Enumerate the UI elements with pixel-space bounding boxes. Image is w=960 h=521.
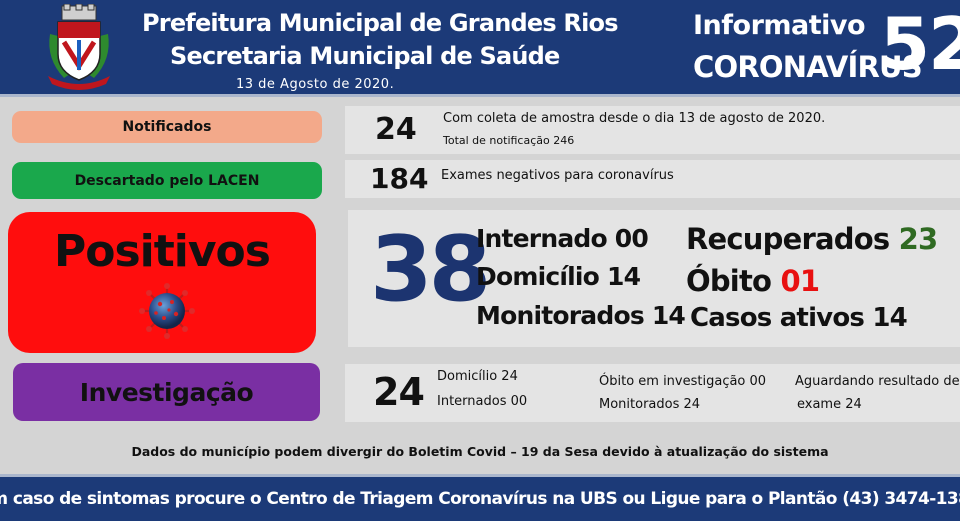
- coronavirus-icon: [139, 283, 195, 339]
- municipal-crest-icon: [48, 4, 110, 90]
- header-banner: Prefeitura Municipal de Grandes Rios Sec…: [0, 0, 960, 97]
- recuperados-label: Recuperados: [686, 222, 890, 256]
- positivos-card: Positivos: [8, 212, 316, 353]
- header-edition-number: 52: [880, 2, 960, 86]
- monitorados-value: 14: [651, 301, 686, 330]
- positivos-obito: Óbito 01: [686, 264, 820, 298]
- header-title-prefeitura: Prefeitura Municipal de Grandes Rios: [142, 9, 619, 37]
- investigacao-obito: Óbito em investigação 00: [599, 374, 767, 389]
- descartado-description: Exames negativos para coronavírus: [441, 168, 674, 183]
- positivos-domicilio: Domicílio 14: [476, 262, 641, 291]
- investigacao-label: Investigação: [13, 363, 320, 421]
- positivos-label: Positivos: [54, 226, 271, 277]
- internado-value: 00: [614, 224, 649, 253]
- footer-text: Em caso de sintomas procure o Centro de …: [0, 489, 960, 509]
- notificados-panel: 24 Com coleta de amostra desde o dia 13 …: [345, 106, 960, 154]
- header-title-secretaria: Secretaria Municipal de Saúde: [170, 42, 560, 70]
- investigacao-domicilio: Domicílio 24: [437, 369, 518, 384]
- investigacao-value: 24: [373, 370, 425, 414]
- positivos-casos-ativos: Casos ativos 14: [690, 303, 908, 333]
- positivos-recuperados: Recuperados 23: [686, 222, 939, 256]
- domicilio-value: 14: [606, 262, 641, 291]
- monitorados-label: Monitorados: [476, 301, 645, 330]
- descartado-panel: 184 Exames negativos para coronavírus: [345, 160, 960, 198]
- notificados-label: Notificados: [12, 111, 322, 143]
- notificados-description: Com coleta de amostra desde o dia 13 de …: [443, 111, 826, 126]
- internado-label: Internado: [476, 224, 608, 253]
- positivos-internado: Internado 00: [476, 224, 649, 253]
- disclaimer-text: Dados do município podem divergir do Bol…: [131, 444, 829, 459]
- positivos-panel: 38 Internado 00 Domicílio 14 Monitorados…: [348, 210, 960, 347]
- descartado-value: 184: [370, 162, 429, 195]
- obito-value: 01: [780, 264, 820, 298]
- notificados-total: Total de notificação 246: [443, 134, 575, 147]
- recuperados-value: 23: [898, 222, 939, 256]
- header-coronavirus: CORONAVÍRUS: [693, 50, 923, 84]
- investigacao-aguardando-line1: Aguardando resultado de: [795, 374, 960, 389]
- obito-label: Óbito: [686, 264, 772, 298]
- descartado-label: Descartado pelo LACEN: [12, 162, 322, 199]
- investigacao-aguardando-line2: exame 24: [797, 397, 862, 412]
- header-date: 13 de Agosto de 2020.: [236, 77, 395, 92]
- footer-banner: Em caso de sintomas procure o Centro de …: [0, 474, 960, 521]
- investigacao-monitorados: Monitorados 24: [599, 397, 701, 412]
- positivos-monitorados: Monitorados 14: [476, 301, 686, 330]
- casos-ativos-value: 14: [872, 303, 907, 333]
- investigacao-panel: 24 Domicílio 24 Internados 00 Óbito em i…: [345, 364, 960, 422]
- casos-ativos-label: Casos ativos: [690, 303, 865, 333]
- positivos-value: 38: [370, 217, 491, 322]
- domicilio-label: Domicílio: [476, 262, 600, 291]
- notificados-value: 24: [375, 112, 417, 147]
- header-informativo: Informativo: [693, 10, 866, 41]
- investigacao-internados: Internados 00: [437, 394, 528, 409]
